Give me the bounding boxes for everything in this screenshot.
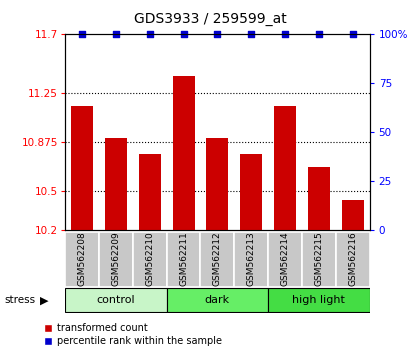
Bar bbox=[234, 232, 268, 287]
Text: GSM562209: GSM562209 bbox=[111, 231, 121, 286]
Point bbox=[113, 31, 119, 36]
Point bbox=[214, 31, 221, 36]
Text: GSM562208: GSM562208 bbox=[78, 231, 87, 286]
Bar bbox=[342, 200, 364, 230]
Bar bbox=[268, 232, 302, 287]
Bar bbox=[65, 232, 99, 287]
Point bbox=[146, 31, 153, 36]
Bar bbox=[167, 232, 200, 287]
Text: GSM562213: GSM562213 bbox=[247, 231, 256, 286]
Point bbox=[282, 31, 289, 36]
Bar bbox=[240, 154, 262, 230]
Bar bbox=[173, 75, 194, 230]
Bar bbox=[308, 167, 330, 230]
Bar bbox=[206, 138, 228, 230]
Point bbox=[315, 31, 322, 36]
Text: GSM562210: GSM562210 bbox=[145, 231, 154, 286]
Text: GSM562212: GSM562212 bbox=[213, 231, 222, 286]
Text: GSM562214: GSM562214 bbox=[281, 231, 289, 286]
Text: ▶: ▶ bbox=[40, 295, 48, 305]
Bar bbox=[274, 105, 296, 230]
Text: dark: dark bbox=[205, 295, 230, 305]
Text: GSM562216: GSM562216 bbox=[348, 231, 357, 286]
Bar bbox=[167, 288, 268, 312]
Text: GSM562211: GSM562211 bbox=[179, 231, 188, 286]
Text: GSM562215: GSM562215 bbox=[314, 231, 323, 286]
Text: GDS3933 / 259599_at: GDS3933 / 259599_at bbox=[134, 12, 286, 27]
Point bbox=[79, 31, 85, 36]
Bar bbox=[336, 232, 370, 287]
Bar bbox=[65, 288, 167, 312]
Legend: transformed count, percentile rank within the sample: transformed count, percentile rank withi… bbox=[43, 324, 222, 346]
Bar bbox=[139, 154, 161, 230]
Point bbox=[180, 31, 187, 36]
Bar bbox=[105, 138, 127, 230]
Bar bbox=[71, 105, 93, 230]
Text: control: control bbox=[97, 295, 135, 305]
Text: high light: high light bbox=[292, 295, 345, 305]
Point bbox=[349, 31, 356, 36]
Bar bbox=[99, 232, 133, 287]
Point bbox=[248, 31, 255, 36]
Bar bbox=[200, 232, 234, 287]
Text: stress: stress bbox=[4, 295, 35, 305]
Bar bbox=[133, 232, 167, 287]
Bar bbox=[302, 232, 336, 287]
Bar bbox=[268, 288, 370, 312]
